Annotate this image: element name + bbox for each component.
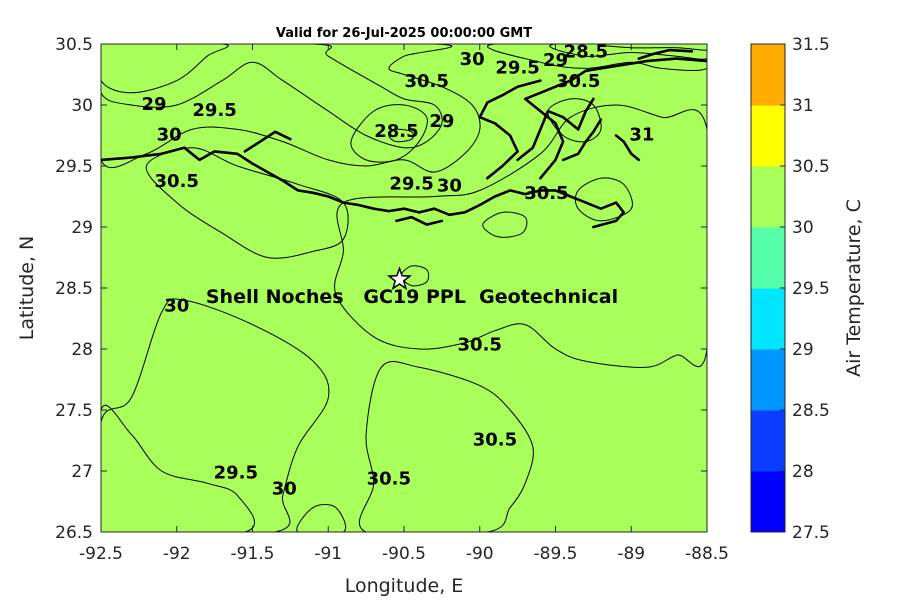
y-tick-label: 26.5 xyxy=(55,523,93,543)
contour-label: 30.5 xyxy=(473,430,517,451)
contour-label: 29 xyxy=(543,50,568,71)
contour-region xyxy=(296,504,347,532)
colorbar-swatch xyxy=(751,288,785,350)
x-tick-label: -89 xyxy=(617,544,645,564)
y-tick-label: 30.5 xyxy=(55,35,93,55)
contour-region xyxy=(358,361,534,532)
contour-label: 29.5 xyxy=(214,462,258,483)
colorbar-swatch xyxy=(751,471,785,533)
contour-label: 30 xyxy=(437,176,462,197)
colorbar-swatch xyxy=(751,227,785,289)
colorbar-swatch xyxy=(751,166,785,228)
colorbar-swatch xyxy=(751,105,785,167)
contour-label: 30.5 xyxy=(458,334,502,355)
chart-title: Valid for 26-Jul-2025 00:00:00 GMT xyxy=(276,26,532,41)
contour-region xyxy=(388,128,414,143)
x-tick-label: -90 xyxy=(466,544,494,564)
y-tick-label: 28.5 xyxy=(55,279,93,299)
colorbar: 27.5 28 28.5 29 29.5 30 30.5 31 31.5 xyxy=(750,35,830,543)
coastline xyxy=(478,79,542,180)
contour-region xyxy=(574,177,633,222)
x-axis-label: Longitude, E xyxy=(345,575,464,597)
contour-label: 30.5 xyxy=(367,469,411,490)
x-tick-label: -92 xyxy=(163,544,191,564)
colorbar-tick-label: 27.5 xyxy=(792,523,830,543)
coastline xyxy=(637,48,694,60)
x-tick-label: -91.5 xyxy=(231,544,275,564)
contour-label: 30.5 xyxy=(556,71,600,92)
colorbar-tick-label: 30.5 xyxy=(792,157,830,177)
colorbar-swatch xyxy=(751,410,785,472)
contour-region xyxy=(549,44,707,60)
coastline xyxy=(395,215,444,226)
contour-label: 30 xyxy=(164,295,189,316)
y-tick-label: 27.5 xyxy=(55,401,93,421)
colorbar-tick-label: 30 xyxy=(792,218,814,238)
y-tick-label: 30 xyxy=(71,96,93,116)
site-marker-layer: Shell Noches GC19 PPL Geotechnical xyxy=(206,266,618,308)
coastline xyxy=(614,134,641,162)
contour-label: 28.5 xyxy=(564,42,608,63)
coastline xyxy=(101,146,625,229)
x-tick-label: -88.5 xyxy=(685,544,729,564)
colorbar-tick-label: 29.5 xyxy=(792,279,830,299)
contour-label: 31 xyxy=(629,125,654,146)
colorbar-tick-label: 28 xyxy=(792,462,814,482)
contour-label: 30.5 xyxy=(405,71,449,92)
contour-label: 30.5 xyxy=(155,171,199,192)
y-tick-label: 29 xyxy=(71,218,93,238)
contour-label: 29 xyxy=(429,111,454,132)
contour-region xyxy=(101,298,330,532)
contour-region xyxy=(350,104,428,163)
contour-region xyxy=(547,98,602,143)
contour-label: 29.5 xyxy=(495,57,539,78)
contour-label: 30 xyxy=(460,49,485,70)
site-label: Shell Noches GC19 PPL Geotechnical xyxy=(206,286,618,308)
x-tick-label: -91 xyxy=(314,544,342,564)
contour-label: 29.5 xyxy=(389,173,433,194)
colorbar-tick-label: 28.5 xyxy=(792,401,830,421)
contour-region xyxy=(101,44,481,173)
coastline xyxy=(523,57,707,180)
y-axis-label: Latitude, N xyxy=(16,236,38,341)
coastline xyxy=(561,118,603,162)
x-axis: -92.5 -92 -91.5 -91 -90.5 -90 -89.5 -89 -88.5 xyxy=(79,44,729,564)
contour-label: 30.5 xyxy=(524,183,568,204)
contour-region xyxy=(101,404,255,532)
colorbar-label: Air Temperature, C xyxy=(843,199,865,377)
contour-region xyxy=(400,265,430,287)
colorbar-tick-label: 31.5 xyxy=(792,35,830,55)
x-tick-label: -92.5 xyxy=(79,544,123,564)
contour-label: 30 xyxy=(157,125,182,146)
y-tick-label: 29.5 xyxy=(55,157,93,177)
contour-label: 30 xyxy=(272,478,297,499)
colorbar-swatch xyxy=(751,44,785,106)
y-tick-label: 27 xyxy=(71,462,93,482)
contour-label: 29 xyxy=(141,94,166,115)
x-tick-label: -89.5 xyxy=(534,544,578,564)
contour-region xyxy=(145,147,349,259)
y-tick-label: 28 xyxy=(71,340,93,360)
colorbar-swatch xyxy=(751,349,785,411)
colorbar-tick-label: 29 xyxy=(792,340,814,360)
contour-label: 28.5 xyxy=(374,121,418,142)
contour-region xyxy=(482,211,528,238)
coastline xyxy=(243,130,292,153)
contour-label: 29.5 xyxy=(192,100,236,121)
site-star-icon xyxy=(386,266,412,291)
contour-region xyxy=(486,44,707,71)
contour-region xyxy=(597,44,707,51)
colorbar-tick-label: 31 xyxy=(792,96,814,116)
x-tick-label: -90.5 xyxy=(382,544,426,564)
coastline-layer xyxy=(101,48,707,229)
contour-region xyxy=(334,104,707,368)
coastline xyxy=(516,97,595,162)
